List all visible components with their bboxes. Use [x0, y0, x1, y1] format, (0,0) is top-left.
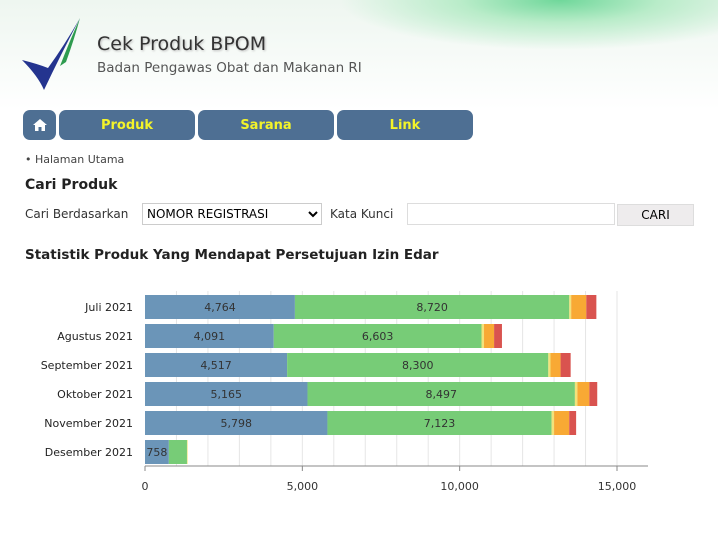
main-nav: Produk Sarana Link	[23, 110, 473, 140]
bar-segment-series3	[574, 382, 578, 406]
bar-segment-series1	[145, 324, 274, 348]
data-label: 5,798	[220, 417, 252, 430]
data-label: 6,603	[362, 330, 394, 343]
bar-segment-series3	[186, 440, 188, 464]
bar-segment-series3	[569, 295, 572, 319]
category-label: Desember 2021	[45, 446, 133, 459]
bar-segment-series2	[287, 353, 549, 377]
bar-segment-series3	[551, 411, 555, 435]
bar-segment-series5	[586, 295, 597, 319]
bar-segment-series5	[560, 353, 571, 377]
search-heading: Cari Produk	[25, 177, 118, 193]
keyword-input[interactable]	[407, 203, 615, 225]
stacked-bar-chart: 0 5,000 10,000 15,000 Juli 2021 4,764 8,720 Agu…	[41, 291, 648, 493]
bar-segment-series4	[577, 382, 590, 406]
x-tick-label: 15,000	[598, 480, 637, 493]
bar-segment-series4	[484, 324, 495, 348]
bar-segment-series3	[548, 353, 551, 377]
data-label: 758	[146, 446, 167, 459]
app-title: Cek Produk BPOM	[97, 33, 267, 55]
header-background	[0, 0, 718, 110]
x-tick-label: 0	[142, 480, 149, 493]
breadcrumb[interactable]: • Halaman Utama	[25, 153, 125, 166]
data-label: 7,123	[424, 417, 456, 430]
x-tick-label: 5,000	[287, 480, 319, 493]
home-icon	[32, 119, 47, 131]
search-by-label: Cari Berdasarkan	[25, 207, 129, 221]
keyword-label: Kata Kunci	[330, 207, 394, 221]
search-button[interactable]: CARI	[617, 204, 694, 226]
bar-segment-series5	[589, 382, 598, 406]
category-label: November 2021	[44, 417, 133, 430]
category-label: Juli 2021	[84, 301, 133, 314]
search-by-select[interactable]: NOMOR REGISTRASI	[142, 203, 322, 225]
bar-segment-series3	[481, 324, 485, 348]
nav-link[interactable]: Link	[337, 110, 473, 140]
data-label: 8,497	[425, 388, 457, 401]
chart-heading: Statistik Produk Yang Mendapat Persetuju…	[25, 247, 439, 263]
nav-produk[interactable]: Produk	[59, 110, 195, 140]
bar-segment-series2	[168, 440, 187, 464]
category-label: September 2021	[41, 359, 133, 372]
bar-segment-series1	[145, 295, 295, 319]
category-label: Oktober 2021	[57, 388, 133, 401]
bar-segment-series2	[327, 411, 552, 435]
bar-segment-series5	[494, 324, 502, 348]
app-subtitle: Badan Pengawas Obat dan Makanan RI	[97, 60, 362, 76]
nav-sarana[interactable]: Sarana	[198, 110, 334, 140]
bar-segment-series1	[145, 411, 328, 435]
data-label: 8,300	[402, 359, 434, 372]
bpom-logo-icon	[22, 18, 80, 90]
bar-segment-series4	[571, 295, 587, 319]
bar-segment-series1	[145, 353, 288, 377]
data-label: 4,764	[204, 301, 236, 314]
data-label: 8,720	[416, 301, 448, 314]
bar-segment-series2	[307, 382, 575, 406]
nav-home[interactable]	[23, 110, 56, 140]
bar-segment-series4	[554, 411, 570, 435]
bar-segment-series1	[145, 440, 169, 464]
bar-segment-series2	[294, 295, 570, 319]
bar-segment-series4	[550, 353, 561, 377]
bar-segment-series2	[273, 324, 482, 348]
data-label: 5,165	[211, 388, 243, 401]
x-tick-label: 10,000	[440, 480, 479, 493]
bar-segment-series5	[569, 411, 577, 435]
category-label: Agustus 2021	[57, 330, 133, 343]
data-label: 4,091	[194, 330, 226, 343]
data-label: 4,517	[200, 359, 232, 372]
bar-segment-series1	[145, 382, 308, 406]
